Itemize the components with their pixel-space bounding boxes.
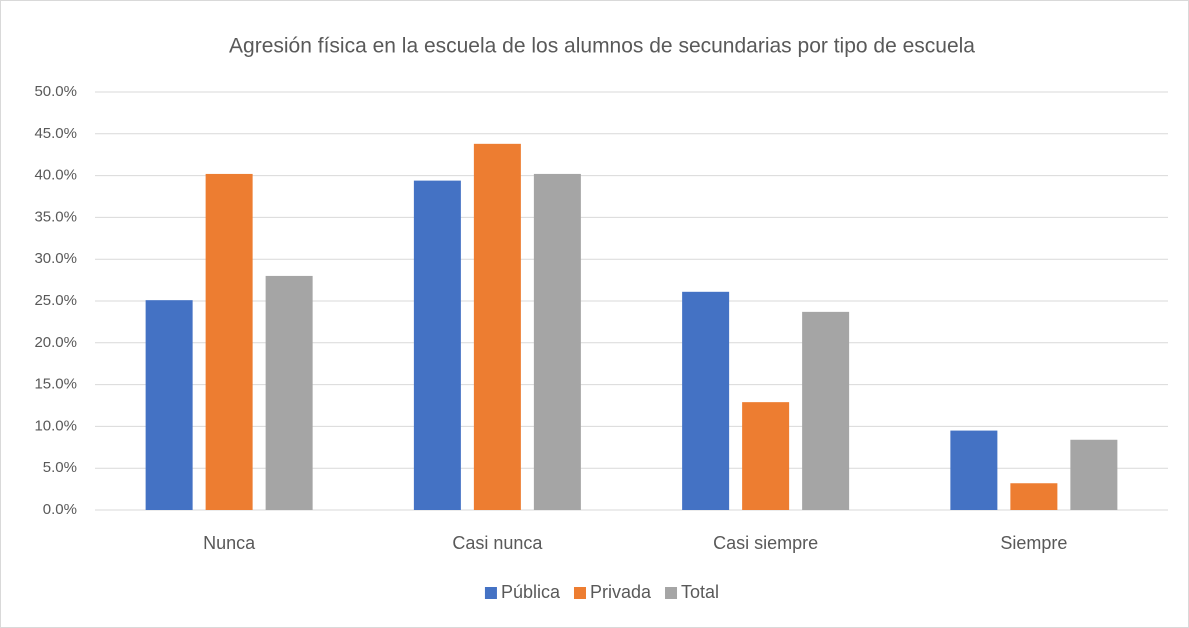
legend-swatch [573, 587, 586, 599]
legend-label: Privada [590, 582, 652, 602]
y-tick-label: 50.0% [34, 83, 77, 100]
bar [802, 311, 850, 510]
x-tick-label: Casi nunca [452, 533, 543, 553]
y-tick-label: 0.0% [43, 501, 77, 518]
legend-swatch [484, 587, 497, 599]
bar [145, 300, 193, 510]
bar [265, 275, 313, 510]
legend-label: Pública [501, 582, 561, 602]
y-tick-label: 35.0% [34, 208, 77, 225]
y-tick-label: 5.0% [43, 459, 77, 476]
bar [533, 173, 581, 511]
bar [1070, 439, 1118, 510]
bar [205, 173, 253, 511]
y-tick-label: 25.0% [34, 292, 77, 309]
y-tick-label: 45.0% [34, 125, 77, 142]
y-tick-label: 10.0% [34, 417, 77, 434]
bar [950, 430, 998, 510]
y-tick-label: 20.0% [34, 334, 77, 351]
bar [413, 180, 461, 510]
bar [1010, 483, 1058, 510]
legend-label: Total [681, 582, 719, 602]
y-tick-label: 15.0% [34, 376, 77, 393]
x-tick-label: Siempre [1000, 533, 1067, 553]
bar [473, 143, 521, 510]
y-tick-label: 30.0% [34, 250, 77, 267]
x-tick-label: Nunca [203, 533, 256, 553]
y-tick-label: 40.0% [34, 167, 77, 184]
x-tick-label: Casi siempre [713, 533, 818, 553]
bar [682, 291, 730, 510]
legend-swatch [665, 587, 678, 599]
chart-title: Agresión física en la escuela de los alu… [229, 35, 975, 58]
bar [742, 402, 790, 510]
